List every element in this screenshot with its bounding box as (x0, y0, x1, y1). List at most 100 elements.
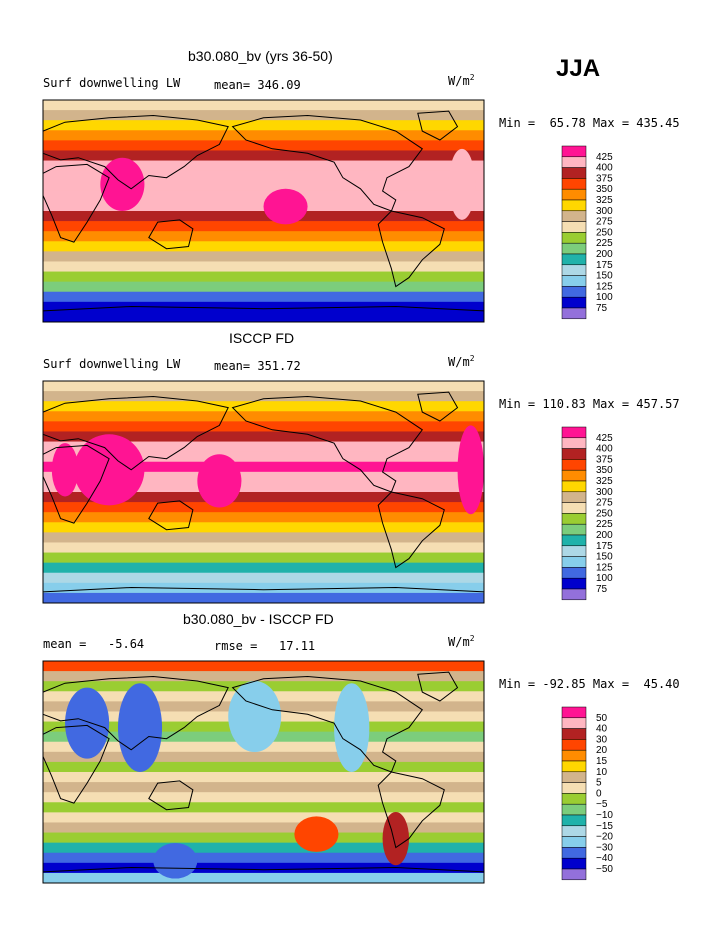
panel-2-colorbar-swatch (561, 567, 587, 579)
panel-1-colorbar-label: 325 (596, 195, 613, 206)
panel-3-title: b30.080_bv - ISCCP FD (183, 611, 334, 627)
panel-2-band (43, 381, 484, 392)
panel-2-band (43, 401, 484, 412)
panel-1-title: b30.080_bv (yrs 36-50) (188, 48, 333, 64)
panel-2-colorbar-swatch (561, 480, 587, 493)
panel-1-colorbar-label: 200 (596, 249, 613, 260)
panel-3-anomaly-blob (117, 683, 163, 772)
panel-3-map-frame (42, 660, 485, 884)
panel-3-colorbar-swatch (561, 868, 587, 881)
panel-3-band (43, 832, 484, 844)
panel-3-colorbar-label: −20 (596, 832, 613, 843)
panel-2-colorbar: 4254003753503253002752502252001751501251… (561, 426, 613, 601)
units-base: W/m (448, 355, 470, 369)
panel-2-band (43, 552, 484, 564)
panel-3-band (43, 852, 484, 864)
panel-2-colorbar-swatch (561, 502, 587, 514)
panel-3-anomaly-blob (334, 683, 370, 772)
panel-2-band (43, 522, 484, 533)
panel-3-colorbar-swatch (561, 739, 587, 751)
panel-2-colorbar-label: 225 (596, 519, 613, 530)
panel-3-colorbar-label: −50 (596, 864, 613, 875)
panel-1-coastline-eurasia (42, 114, 229, 190)
panel-2-title: ISCCP FD (229, 330, 295, 346)
panel-3-band (43, 842, 484, 854)
panel-1-colorbar-label: 225 (596, 238, 613, 249)
panel-1-anomaly-blob (448, 148, 476, 220)
panel-2-colorbar-swatch (561, 534, 587, 547)
panel-2-coastline-greenland (417, 391, 459, 422)
panel-2-colorbar-label: 275 (596, 498, 613, 509)
panel-2-coastline-australia (148, 500, 194, 531)
panel-3-colorbar-swatch (561, 793, 587, 805)
panel-1-band (43, 251, 484, 262)
panel-3-mean-label: mean = -5.64 (43, 637, 145, 651)
panel-1-colorbar-label: 75 (596, 303, 608, 314)
panel-2-colorbar-label: 375 (596, 454, 613, 465)
panel-1-colorbar-swatch (561, 296, 587, 309)
panel-3-colorbar-swatch (561, 836, 587, 848)
panel-3-band (43, 812, 484, 823)
units-exponent: 2 (469, 73, 475, 82)
panel-1-band (43, 170, 484, 182)
panel-3-coastline-australia (148, 780, 194, 811)
panel-2-colorbar-swatch (561, 448, 587, 460)
panel-2-band (43, 492, 484, 503)
panel-2-colorbar-label: 400 (596, 444, 613, 455)
panel-2-coastline-north-america (231, 395, 424, 493)
panel-2-band (43, 461, 484, 473)
panel-1-colorbar-label: 425 (596, 152, 613, 163)
panel-3-band (43, 751, 484, 763)
panel-2-band (43, 431, 484, 443)
panel-3-coastline-north-america (231, 675, 424, 773)
panel-2-variable-label: Surf downwelling LW (43, 357, 181, 371)
panel-1-mean-label: mean= 346.09 (214, 78, 301, 92)
panel-1-colorbar-label: 250 (596, 227, 613, 238)
panel-1-colorbar-swatch (561, 307, 587, 320)
panel-3-rmse-label: rmse = 17.11 (214, 639, 316, 653)
panel-3-band (43, 792, 484, 803)
panel-3-colorbar-swatch (561, 782, 587, 794)
panel-3-band (43, 761, 484, 773)
panel-3-band (43, 772, 484, 783)
panel-1-colorbar-swatch (561, 286, 587, 298)
panel-1-band (43, 110, 484, 121)
panel-2-anomaly-blob (51, 443, 79, 497)
panel-2-colorbar-label: 325 (596, 476, 613, 487)
panel-3-anomaly-blob (294, 816, 339, 852)
panel-1-band (43, 100, 484, 111)
panel-1-coastline-greenland (417, 110, 459, 141)
panel-3-band (43, 802, 484, 813)
panel-3-colorbar-swatch (561, 717, 587, 729)
panel-3-colorbar-swatch (561, 803, 587, 816)
panel-3-colorbar-swatch (561, 847, 587, 859)
panel-1-band (43, 200, 484, 212)
panel-1-band (43, 211, 484, 222)
panel-3-units: W/m2 (448, 634, 475, 649)
panel-2-band (43, 542, 484, 554)
panel-2-colorbar-label: 200 (596, 530, 613, 541)
panel-1-coastline-australia (148, 219, 194, 250)
panel-2-band (43, 411, 484, 422)
panel-3-colorbar-label: 15 (596, 756, 608, 767)
panel-2-map-frame (42, 380, 485, 604)
panel-2-min-max: Min = 110.83 Max = 457.57 (499, 397, 680, 411)
panel-3-colorbar-label: 40 (596, 724, 608, 735)
panel-2-colorbar-swatch (561, 491, 587, 503)
panel-1-colorbar-swatch (561, 199, 587, 212)
panel-1-colorbar-label: 275 (596, 217, 613, 228)
panel-2-colorbar-swatch (561, 459, 587, 471)
panel-2-colorbar-label: 75 (596, 584, 608, 595)
panel-2-colorbar-swatch (561, 513, 587, 525)
panel-2-band (43, 592, 484, 604)
units-exponent: 2 (469, 354, 475, 363)
panel-2-band (43, 532, 484, 543)
panel-3-anomaly-blob (228, 680, 282, 753)
panel-2-colorbar-swatch (561, 469, 587, 482)
panel-3-colorbar-swatch (561, 749, 587, 762)
panel-1-anomaly-blob (100, 157, 145, 211)
panel-3-band (43, 822, 484, 834)
panel-2-colorbar-label: 300 (596, 487, 613, 498)
panel-1-colorbar-label: 375 (596, 173, 613, 184)
